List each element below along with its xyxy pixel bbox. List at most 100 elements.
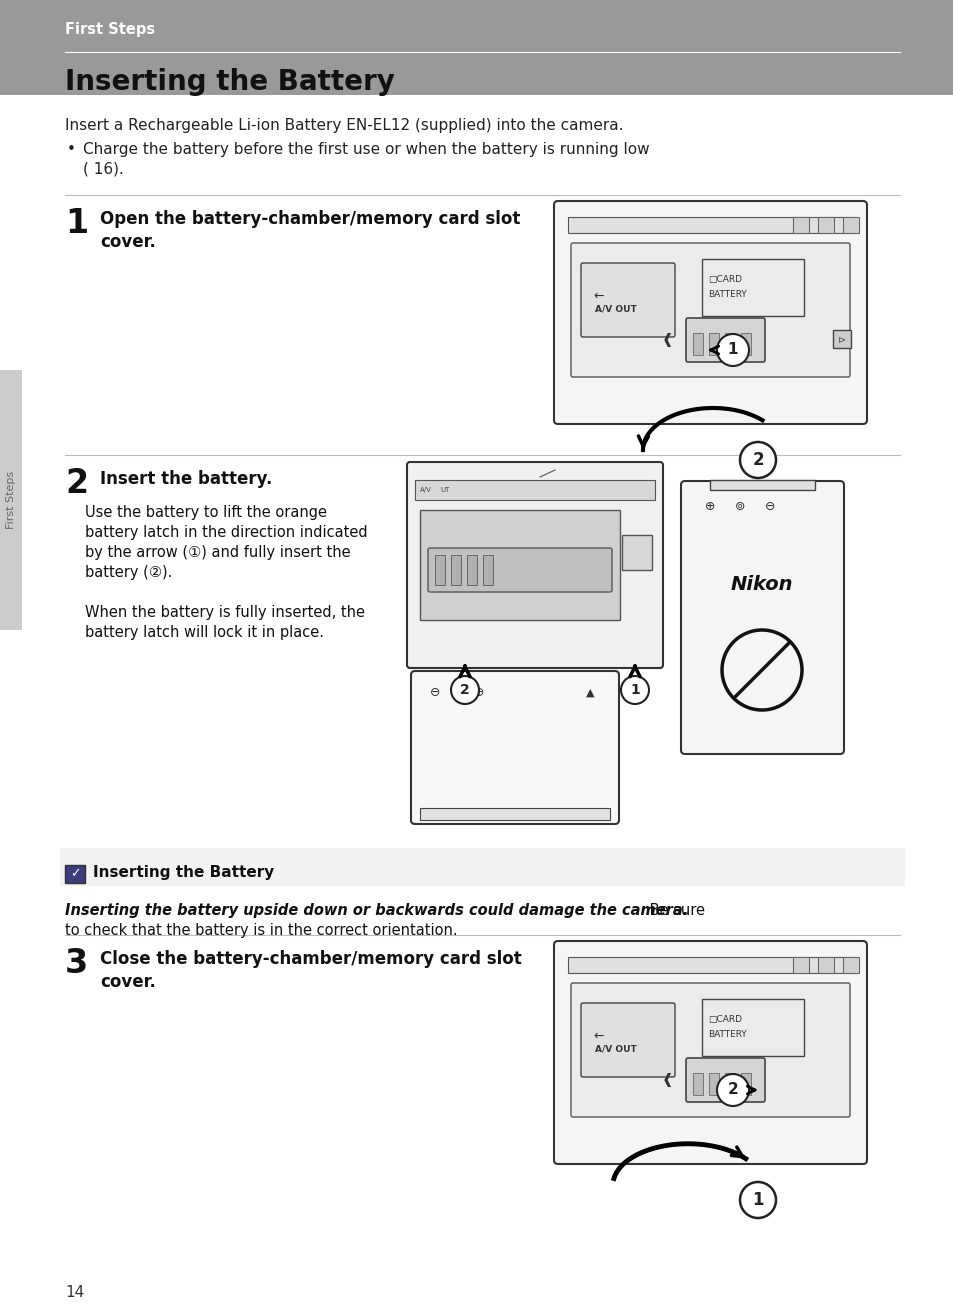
FancyBboxPatch shape — [554, 941, 866, 1164]
FancyBboxPatch shape — [580, 263, 675, 336]
Bar — [817, 957, 833, 972]
Text: 1: 1 — [65, 208, 88, 240]
Text: Open the battery-chamber/memory card slot: Open the battery-chamber/memory card slo… — [100, 210, 519, 229]
Text: First Steps: First Steps — [65, 22, 155, 37]
Text: ⊚: ⊚ — [452, 686, 462, 699]
Text: 2: 2 — [751, 451, 763, 469]
Bar — [567, 217, 852, 233]
Text: cover.: cover. — [100, 972, 155, 991]
Text: Inserting the Battery: Inserting the Battery — [92, 866, 274, 880]
Text: ⊖: ⊖ — [429, 686, 439, 699]
Text: cover.: cover. — [100, 233, 155, 251]
Text: battery latch will lock it in place.: battery latch will lock it in place. — [85, 625, 324, 640]
Text: BATTERY: BATTERY — [707, 1030, 746, 1039]
Bar — [0, 371, 22, 629]
Bar — [792, 217, 808, 233]
Text: ⊕: ⊕ — [474, 686, 484, 699]
Text: ⊖: ⊖ — [764, 501, 775, 514]
Text: 1: 1 — [727, 343, 738, 357]
Text: by the arrow (①) and fully insert the: by the arrow (①) and fully insert the — [85, 545, 351, 560]
Text: 1: 1 — [752, 1190, 763, 1209]
Bar — [709, 480, 814, 490]
Text: ⊳: ⊳ — [837, 334, 845, 344]
Circle shape — [717, 334, 748, 367]
Bar — [419, 808, 609, 820]
FancyBboxPatch shape — [428, 548, 612, 593]
Bar — [708, 332, 719, 355]
FancyBboxPatch shape — [571, 243, 849, 377]
Text: Nikon: Nikon — [730, 576, 792, 594]
FancyBboxPatch shape — [571, 983, 849, 1117]
Bar — [724, 332, 734, 355]
Bar — [708, 1074, 719, 1095]
Bar — [817, 217, 833, 233]
Text: ⊕: ⊕ — [704, 501, 715, 514]
Bar — [842, 957, 858, 972]
Text: •: • — [67, 142, 76, 156]
Text: ( 16).: ( 16). — [83, 162, 124, 177]
FancyBboxPatch shape — [411, 671, 618, 824]
Text: First Steps: First Steps — [6, 470, 16, 530]
Text: □CARD: □CARD — [707, 1014, 741, 1024]
Bar — [435, 555, 444, 585]
Text: Insert a Rechargeable Li-ion Battery EN-EL12 (supplied) into the camera.: Insert a Rechargeable Li-ion Battery EN-… — [65, 118, 623, 133]
Text: ←: ← — [593, 290, 603, 304]
Circle shape — [740, 1183, 775, 1218]
Bar — [692, 1074, 702, 1095]
FancyBboxPatch shape — [680, 481, 843, 754]
Bar — [60, 848, 904, 886]
Text: When the battery is fully inserted, the: When the battery is fully inserted, the — [85, 604, 365, 620]
Bar — [482, 555, 493, 585]
Text: Inserting the Battery: Inserting the Battery — [65, 68, 395, 96]
Text: Charge the battery before the first use or when the battery is running low: Charge the battery before the first use … — [83, 142, 649, 156]
FancyBboxPatch shape — [554, 201, 866, 424]
Text: ❰: ❰ — [661, 332, 673, 347]
Bar — [419, 510, 619, 620]
FancyBboxPatch shape — [685, 1058, 764, 1102]
Text: battery latch in the direction indicated: battery latch in the direction indicated — [85, 526, 367, 540]
Text: ←: ← — [593, 1030, 603, 1043]
Text: 3: 3 — [65, 947, 89, 980]
Text: 2: 2 — [459, 683, 470, 696]
Circle shape — [620, 675, 648, 704]
FancyBboxPatch shape — [701, 259, 803, 315]
Bar — [692, 332, 702, 355]
Bar — [415, 480, 655, 501]
Text: 2: 2 — [727, 1083, 738, 1097]
Text: A/V: A/V — [419, 487, 432, 493]
FancyBboxPatch shape — [580, 1003, 675, 1077]
Circle shape — [717, 1074, 748, 1106]
Bar — [842, 217, 858, 233]
Text: battery (②).: battery (②). — [85, 565, 172, 579]
Text: 14: 14 — [65, 1285, 84, 1300]
FancyBboxPatch shape — [407, 463, 662, 668]
Text: 1: 1 — [630, 683, 639, 696]
Bar — [467, 555, 476, 585]
FancyBboxPatch shape — [701, 999, 803, 1056]
FancyBboxPatch shape — [685, 318, 764, 361]
Bar — [724, 1074, 734, 1095]
Text: Battery chamber: Battery chamber — [490, 466, 607, 481]
Text: Use the battery to lift the orange: Use the battery to lift the orange — [85, 505, 327, 520]
Text: BATTERY: BATTERY — [707, 290, 746, 300]
Text: ⊚: ⊚ — [734, 501, 744, 514]
Text: to check that the battery is in the correct orientation.: to check that the battery is in the corr… — [65, 922, 457, 938]
Text: □CARD: □CARD — [707, 275, 741, 284]
Bar — [567, 957, 852, 972]
Text: A/V OUT: A/V OUT — [595, 305, 636, 314]
FancyBboxPatch shape — [65, 865, 85, 883]
Text: Inserting the battery upside down or backwards could damage the camera.: Inserting the battery upside down or bac… — [65, 903, 687, 918]
Bar — [832, 330, 850, 348]
Bar — [621, 535, 651, 570]
Bar — [740, 1074, 750, 1095]
Text: UT: UT — [439, 487, 449, 493]
Text: ▲: ▲ — [585, 689, 594, 698]
Bar — [0, 0, 953, 95]
Text: Insert the battery.: Insert the battery. — [100, 470, 273, 487]
Bar — [451, 555, 460, 585]
Circle shape — [740, 442, 775, 478]
Circle shape — [451, 675, 478, 704]
Text: ❰: ❰ — [661, 1074, 673, 1087]
Bar — [792, 957, 808, 972]
Text: A/V OUT: A/V OUT — [595, 1045, 636, 1054]
